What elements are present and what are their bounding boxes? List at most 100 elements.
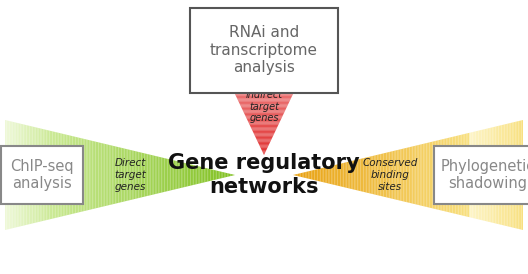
Polygon shape bbox=[137, 152, 138, 198]
Polygon shape bbox=[229, 81, 299, 82]
Polygon shape bbox=[117, 147, 118, 203]
Polygon shape bbox=[26, 125, 28, 225]
Polygon shape bbox=[138, 152, 140, 198]
Polygon shape bbox=[253, 132, 275, 133]
Polygon shape bbox=[201, 22, 327, 23]
Polygon shape bbox=[196, 166, 198, 184]
Polygon shape bbox=[226, 75, 302, 76]
Polygon shape bbox=[194, 165, 195, 185]
Polygon shape bbox=[241, 107, 287, 108]
Text: Gene regulatory
networks: Gene regulatory networks bbox=[168, 153, 360, 197]
Polygon shape bbox=[317, 169, 319, 181]
Polygon shape bbox=[220, 62, 308, 63]
Polygon shape bbox=[5, 120, 6, 230]
Polygon shape bbox=[356, 159, 357, 190]
Polygon shape bbox=[248, 121, 280, 122]
Polygon shape bbox=[431, 142, 432, 208]
Polygon shape bbox=[218, 171, 220, 179]
Polygon shape bbox=[213, 170, 215, 180]
Polygon shape bbox=[483, 129, 485, 221]
Polygon shape bbox=[395, 150, 397, 200]
Polygon shape bbox=[13, 122, 14, 228]
Polygon shape bbox=[245, 115, 283, 116]
Polygon shape bbox=[213, 49, 315, 50]
Polygon shape bbox=[506, 124, 507, 226]
Polygon shape bbox=[196, 12, 332, 14]
FancyBboxPatch shape bbox=[190, 7, 338, 93]
Polygon shape bbox=[19, 123, 21, 227]
Polygon shape bbox=[45, 130, 46, 221]
Polygon shape bbox=[522, 120, 523, 230]
Polygon shape bbox=[105, 144, 106, 206]
Polygon shape bbox=[399, 149, 400, 201]
Polygon shape bbox=[203, 27, 325, 28]
Polygon shape bbox=[298, 173, 299, 176]
Polygon shape bbox=[68, 135, 69, 215]
Polygon shape bbox=[206, 34, 322, 35]
Polygon shape bbox=[209, 39, 319, 40]
Polygon shape bbox=[344, 162, 345, 187]
Polygon shape bbox=[25, 125, 26, 225]
Polygon shape bbox=[112, 146, 114, 204]
Polygon shape bbox=[412, 146, 414, 204]
Polygon shape bbox=[212, 45, 316, 46]
Polygon shape bbox=[201, 23, 327, 24]
Polygon shape bbox=[351, 161, 353, 189]
Polygon shape bbox=[72, 136, 74, 214]
Polygon shape bbox=[503, 124, 505, 226]
Polygon shape bbox=[357, 159, 359, 191]
Polygon shape bbox=[390, 152, 391, 198]
Polygon shape bbox=[106, 144, 108, 206]
Polygon shape bbox=[82, 138, 83, 212]
Polygon shape bbox=[500, 125, 502, 225]
Polygon shape bbox=[250, 126, 278, 127]
Polygon shape bbox=[34, 127, 36, 223]
Polygon shape bbox=[325, 167, 327, 183]
Polygon shape bbox=[422, 144, 423, 206]
Text: ChIP-seq
analysis: ChIP-seq analysis bbox=[10, 159, 74, 191]
Polygon shape bbox=[429, 142, 431, 208]
Polygon shape bbox=[65, 134, 67, 216]
Polygon shape bbox=[149, 155, 150, 196]
Polygon shape bbox=[135, 151, 137, 199]
Polygon shape bbox=[243, 110, 285, 112]
Polygon shape bbox=[394, 150, 395, 199]
Polygon shape bbox=[198, 16, 330, 17]
Polygon shape bbox=[425, 143, 427, 207]
Polygon shape bbox=[512, 122, 514, 228]
Polygon shape bbox=[378, 155, 379, 196]
Polygon shape bbox=[486, 129, 488, 222]
Polygon shape bbox=[121, 148, 123, 202]
Polygon shape bbox=[33, 127, 34, 223]
Polygon shape bbox=[96, 142, 97, 208]
Polygon shape bbox=[371, 156, 373, 194]
Polygon shape bbox=[37, 128, 39, 222]
Polygon shape bbox=[92, 141, 94, 209]
Polygon shape bbox=[199, 17, 329, 18]
Polygon shape bbox=[178, 161, 180, 189]
Polygon shape bbox=[482, 130, 483, 221]
Polygon shape bbox=[51, 131, 52, 219]
Polygon shape bbox=[332, 165, 333, 184]
Polygon shape bbox=[238, 101, 290, 102]
Polygon shape bbox=[258, 143, 270, 144]
Polygon shape bbox=[204, 28, 324, 29]
Text: RNAi and
transcriptome
analysis: RNAi and transcriptome analysis bbox=[210, 25, 318, 75]
Polygon shape bbox=[200, 21, 328, 22]
Text: Dysregulated
direct and
indirect
target
genes: Dysregulated direct and indirect target … bbox=[231, 67, 297, 123]
Polygon shape bbox=[212, 170, 213, 181]
Polygon shape bbox=[28, 125, 30, 224]
Polygon shape bbox=[334, 165, 336, 185]
Polygon shape bbox=[233, 91, 295, 92]
Polygon shape bbox=[230, 82, 298, 84]
Polygon shape bbox=[152, 155, 154, 195]
Polygon shape bbox=[263, 153, 265, 154]
Polygon shape bbox=[214, 50, 314, 51]
Polygon shape bbox=[52, 131, 54, 219]
Polygon shape bbox=[221, 64, 307, 65]
Polygon shape bbox=[480, 130, 482, 220]
Polygon shape bbox=[385, 153, 386, 197]
Polygon shape bbox=[229, 173, 230, 176]
Polygon shape bbox=[440, 139, 442, 210]
Polygon shape bbox=[442, 139, 444, 211]
